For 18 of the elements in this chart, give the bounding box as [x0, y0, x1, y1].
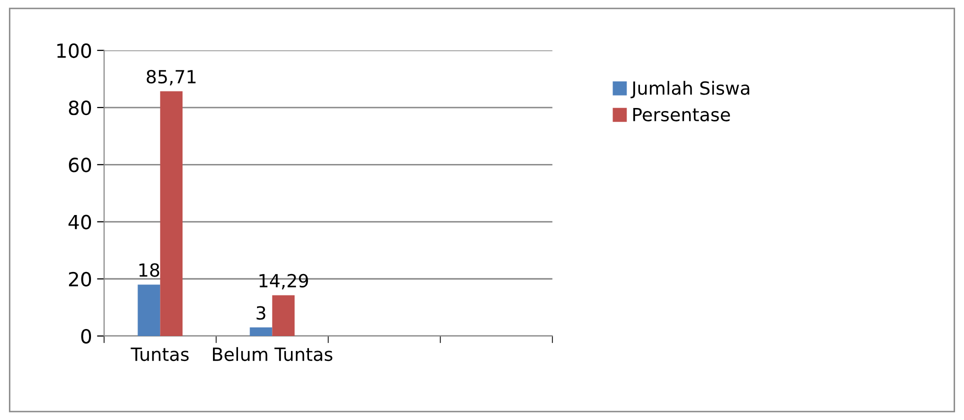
y-tick-label: 40	[68, 214, 92, 230]
data-label: 85,71	[146, 70, 196, 86]
data-label: 18	[139, 263, 160, 277]
y-tick-label: 100	[57, 43, 92, 58]
y-tick-label: 80	[68, 100, 92, 116]
y-tick-label: 60	[68, 158, 92, 172]
bar	[160, 91, 183, 336]
y-tick-label: 20	[68, 272, 92, 287]
x-tick-label: Tuntas	[130, 348, 189, 362]
data-label: 3	[256, 306, 266, 320]
bar	[138, 284, 160, 336]
legend-label: Persentase	[633, 108, 730, 122]
legend-label: Jumlah Siswa	[630, 80, 750, 98]
bar	[272, 295, 295, 336]
y-tick-label: 0	[81, 328, 92, 344]
bar	[250, 327, 272, 336]
data-label: 14,29	[260, 274, 308, 290]
x-tick-label: Belum Tuntas	[212, 347, 332, 362]
